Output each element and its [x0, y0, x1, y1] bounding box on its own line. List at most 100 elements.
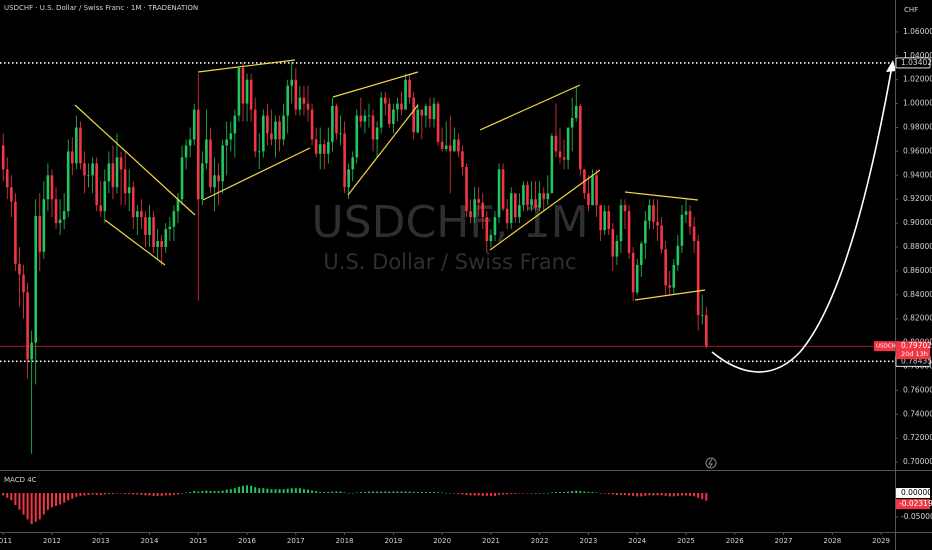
x-tick-label: 2018 [336, 537, 354, 545]
candle-body [619, 205, 623, 242]
candle-body [412, 97, 415, 133]
candle-body [286, 85, 289, 116]
macd-bar [591, 492, 594, 493]
macd-bar [347, 492, 350, 494]
macd-bar [323, 492, 326, 493]
candle-body [473, 199, 476, 218]
candle-body [607, 211, 611, 230]
macd-bar [563, 492, 566, 493]
macd-bar [558, 492, 561, 493]
candle-body [530, 199, 533, 206]
macd-bar [424, 492, 427, 493]
candle-body [615, 241, 619, 257]
macd-bar [656, 492, 659, 496]
macd-bar [270, 489, 273, 493]
macd-bar [262, 488, 265, 493]
macd-bar [298, 488, 301, 493]
x-tick-label: 2020 [433, 537, 451, 545]
candle-body [225, 139, 229, 146]
x-tick-label: 2011 [0, 537, 12, 545]
candle-body [290, 79, 294, 86]
macd-bar [554, 492, 557, 493]
candle-body [103, 181, 107, 212]
macd-bar [335, 491, 338, 493]
macd-bar [26, 492, 29, 520]
macd-bar [34, 492, 37, 522]
candle-body [302, 97, 306, 104]
x-tick-label: 2021 [482, 537, 500, 545]
candle-body [152, 217, 155, 248]
macd-bar [67, 492, 70, 501]
candle-body [546, 193, 550, 200]
macd-bar [103, 492, 106, 495]
macd-bar [701, 492, 704, 500]
candle-body [314, 139, 318, 154]
candle-body [420, 109, 424, 116]
macd-bar [680, 492, 683, 496]
candle-body [205, 139, 208, 164]
candle-body [22, 274, 25, 293]
x-tick-label: 2023 [580, 537, 598, 545]
candle-body [684, 211, 688, 215]
candle-body [457, 139, 460, 152]
macd-bar [575, 490, 578, 493]
macd-bar [209, 491, 212, 493]
macd-bar [128, 492, 131, 494]
y-tick-label: 0.88000 [903, 242, 932, 251]
event-icon[interactable] [705, 457, 717, 469]
macd-bar [628, 492, 631, 496]
y-tick-label: 1.06000 [903, 27, 932, 36]
candle-body [50, 175, 54, 200]
macd-bar [461, 492, 464, 495]
macd-bar [217, 491, 220, 493]
candle-body [266, 115, 269, 134]
macd-bar [640, 492, 643, 497]
last-price-value: 0.79702 [901, 341, 932, 350]
candle-body [440, 141, 444, 150]
macd-bar [697, 492, 700, 498]
y-tick-label: 0.76000 [903, 385, 932, 394]
candle-body [416, 109, 420, 133]
candle-body [392, 109, 395, 124]
candle-body [631, 252, 635, 293]
candle-body [164, 229, 168, 248]
trend-line [624, 191, 699, 201]
candle-body [123, 169, 127, 194]
candle-body [371, 115, 375, 140]
macd-bar [583, 491, 586, 493]
candle-body [379, 97, 383, 128]
candle-body [46, 175, 50, 200]
candle-body [599, 205, 602, 231]
candle-body [115, 157, 119, 188]
macd-bar [160, 492, 163, 496]
candle-body [253, 109, 257, 152]
macd-bar [498, 492, 501, 495]
macd-bar [164, 492, 167, 496]
macd-bar [384, 491, 387, 493]
candle-body [99, 205, 103, 212]
macd-bar [587, 492, 590, 493]
candle-body [574, 105, 578, 118]
macd-current-label: -0.02319 [899, 499, 932, 508]
macd-bar [550, 492, 553, 494]
macd-bar [152, 492, 155, 496]
candle-body [351, 157, 355, 170]
candle-body [387, 103, 391, 124]
candle-body [367, 115, 371, 117]
candle-body [298, 97, 302, 110]
y-tick-label: 0.72000 [903, 433, 932, 442]
candle-body [91, 163, 94, 176]
candle-body [550, 135, 554, 194]
candle-body [95, 163, 98, 206]
macd-bar [392, 491, 395, 493]
macd-bar [526, 492, 529, 494]
macd-bar [59, 492, 62, 505]
candle-body [579, 105, 582, 170]
candle-body [79, 127, 82, 164]
candle-body [184, 145, 188, 158]
macd-bar [290, 488, 293, 493]
macd-bar [445, 492, 448, 494]
macd-bar [266, 488, 269, 493]
candle-body [587, 193, 590, 206]
candle-body [672, 264, 676, 288]
